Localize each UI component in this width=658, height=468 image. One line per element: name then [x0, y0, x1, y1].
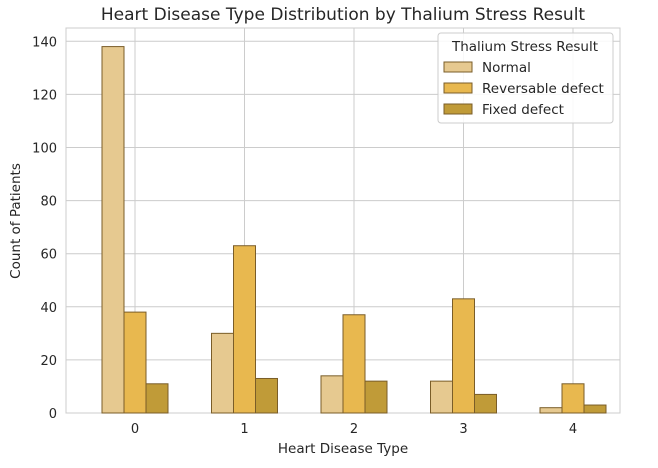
x-tick-label: 4	[569, 422, 577, 437]
x-axis-label: Heart Disease Type	[278, 441, 408, 457]
bar-reversable-defect-4	[561, 383, 585, 414]
y-tick-label: 40	[40, 301, 57, 316]
bars	[101, 46, 607, 414]
legend: Thalium Stress Result Normal Reversable d…	[437, 32, 614, 124]
y-tick-label: 0	[49, 407, 57, 422]
y-tick-label: 100	[32, 141, 57, 156]
bar-fixed-defect-1	[255, 377, 278, 414]
bar-fixed-defect-3	[474, 393, 497, 414]
bar-reversable-defect-3	[452, 298, 475, 414]
bar-reversable-defect-1	[233, 245, 256, 414]
legend-label: Normal	[482, 60, 531, 76]
legend-label: Fixed defect	[482, 102, 564, 118]
bar-fixed-defect-2	[364, 380, 388, 414]
bar-reversable-defect-0	[123, 311, 147, 414]
y-tick-label: 140	[32, 35, 57, 50]
bar-normal-4	[539, 407, 563, 414]
y-tick-label: 60	[40, 248, 57, 263]
bar-normal-0	[101, 46, 125, 414]
bar-fixed-defect-4	[583, 404, 607, 414]
x-tick-label: 2	[350, 422, 358, 437]
legend-title: Thalium Stress Result	[451, 39, 598, 55]
legend-swatch	[443, 103, 473, 115]
legend-frame	[437, 32, 614, 124]
bar-normal-1	[211, 332, 234, 414]
x-tick-label: 0	[131, 422, 139, 437]
bar-fixed-defect-0	[145, 383, 169, 414]
y-axis-label: Count of Patients	[8, 163, 24, 279]
legend-swatch	[443, 82, 473, 94]
x-tick-labels: 0 1 2 3 4	[131, 422, 577, 437]
y-tick-label: 80	[40, 195, 57, 210]
y-tick-label: 120	[32, 88, 57, 103]
bar-normal-3	[430, 380, 453, 414]
x-tick-label: 1	[240, 422, 248, 437]
y-tick-labels: 0 20 40 60 80 100 120 140	[32, 35, 57, 422]
y-tick-label: 20	[40, 354, 57, 369]
bar-reversable-defect-2	[342, 314, 366, 414]
x-tick-label: 3	[459, 422, 467, 437]
chart-title: Heart Disease Type Distribution by Thali…	[101, 5, 586, 25]
bar-normal-2	[320, 375, 344, 414]
legend-swatch	[443, 61, 473, 73]
legend-label: Reversable defect	[482, 81, 604, 97]
